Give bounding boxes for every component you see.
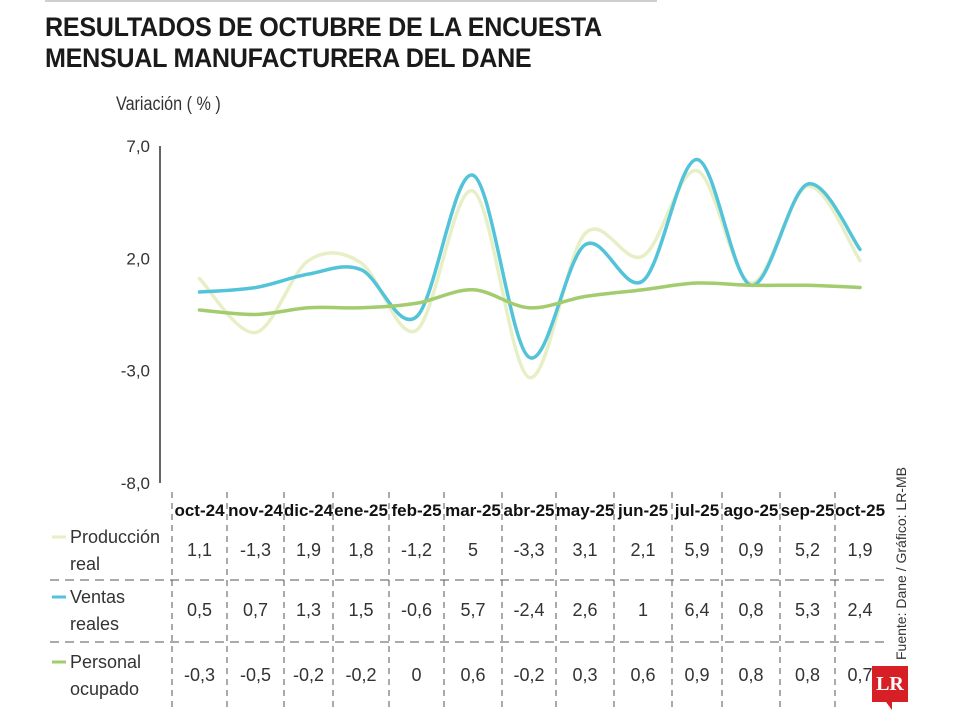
column-header: dic-24: [284, 501, 334, 520]
title-line-1: RESULTADOS DE OCTUBRE DE LA ENCUESTA: [45, 12, 602, 42]
legend-label: Personal: [70, 652, 141, 672]
legend-label: real: [70, 554, 100, 574]
column-header: feb-25: [391, 501, 441, 520]
title-line-2: MENSUAL MANUFACTURERA DEL DANE: [45, 43, 532, 73]
data-value: -0,5: [240, 665, 271, 685]
y-tick-label: -8,0: [121, 474, 150, 493]
column-header: sep-25: [781, 501, 835, 520]
legend-label: reales: [70, 614, 119, 634]
data-value: 5,9: [684, 540, 709, 560]
data-value: 2,1: [630, 540, 655, 560]
data-value: 0,8: [795, 665, 820, 685]
column-header: oct-25: [835, 501, 885, 520]
source-note: Fuente: Dane / Gráfico: LR-MB: [893, 467, 909, 660]
data-value: 1,3: [296, 600, 321, 620]
column-header: mar-25: [445, 501, 501, 520]
column-header: ago-25: [724, 501, 779, 520]
data-value: 1,9: [296, 540, 321, 560]
data-value: 1,9: [847, 540, 872, 560]
series-line-0: [197, 168, 862, 380]
data-value: 5: [468, 540, 478, 560]
column-header: ene-25: [334, 501, 388, 520]
column-header: abr-25: [503, 501, 554, 520]
data-value: 1,5: [348, 600, 373, 620]
column-header: nov-24: [228, 501, 283, 520]
legend-label: Ventas: [70, 587, 125, 607]
data-value: 0,7: [243, 600, 268, 620]
data-value: 0,9: [684, 665, 709, 685]
data-value: -0,2: [345, 665, 376, 685]
data-value: 3,1: [572, 540, 597, 560]
data-value: -2,4: [513, 600, 544, 620]
column-header: jul-25: [674, 501, 719, 520]
data-value: 0: [411, 665, 421, 685]
data-value: -1,3: [240, 540, 271, 560]
data-value: 1: [638, 600, 648, 620]
data-value: -1,2: [401, 540, 432, 560]
data-value: -0,2: [293, 665, 324, 685]
series-line-1: [197, 157, 862, 360]
data-value: -0,3: [184, 665, 215, 685]
chart-title: RESULTADOS DE OCTUBRE DE LA ENCUESTA MEN…: [45, 12, 602, 74]
data-value: 1,1: [187, 540, 212, 560]
data-value: 5,2: [795, 540, 820, 560]
y-tick-label: 7,0: [126, 137, 150, 156]
data-value: 2,4: [847, 600, 872, 620]
data-value: 2,6: [572, 600, 597, 620]
data-value: 5,3: [795, 600, 820, 620]
data-value: 1,8: [348, 540, 373, 560]
data-value: 0,9: [738, 540, 763, 560]
series-line-2: [197, 281, 862, 317]
column-header: oct-24: [174, 501, 225, 520]
legend-label: Producción: [70, 527, 160, 547]
y-tick-label: 2,0: [126, 249, 150, 268]
data-value: 0,6: [460, 665, 485, 685]
data-value: 0,8: [738, 600, 763, 620]
data-value: 5,7: [460, 600, 485, 620]
y-axis-label: Variación ( % ): [116, 94, 221, 115]
data-value: 0,3: [572, 665, 597, 685]
data-value: 6,4: [684, 600, 709, 620]
lr-logo: LR: [872, 666, 908, 710]
data-value: -3,3: [513, 540, 544, 560]
data-value: -0,6: [401, 600, 432, 620]
column-header: jun-25: [617, 501, 668, 520]
data-value: 0,7: [847, 665, 872, 685]
column-header: may-25: [556, 501, 615, 520]
y-tick-label: -3,0: [121, 362, 150, 381]
legend-label: ocupado: [70, 679, 139, 699]
data-value: -0,2: [513, 665, 544, 685]
data-value: 0,8: [738, 665, 763, 685]
data-value: 0,6: [630, 665, 655, 685]
top-rule: [45, 0, 657, 2]
data-value: 0,5: [187, 600, 212, 620]
